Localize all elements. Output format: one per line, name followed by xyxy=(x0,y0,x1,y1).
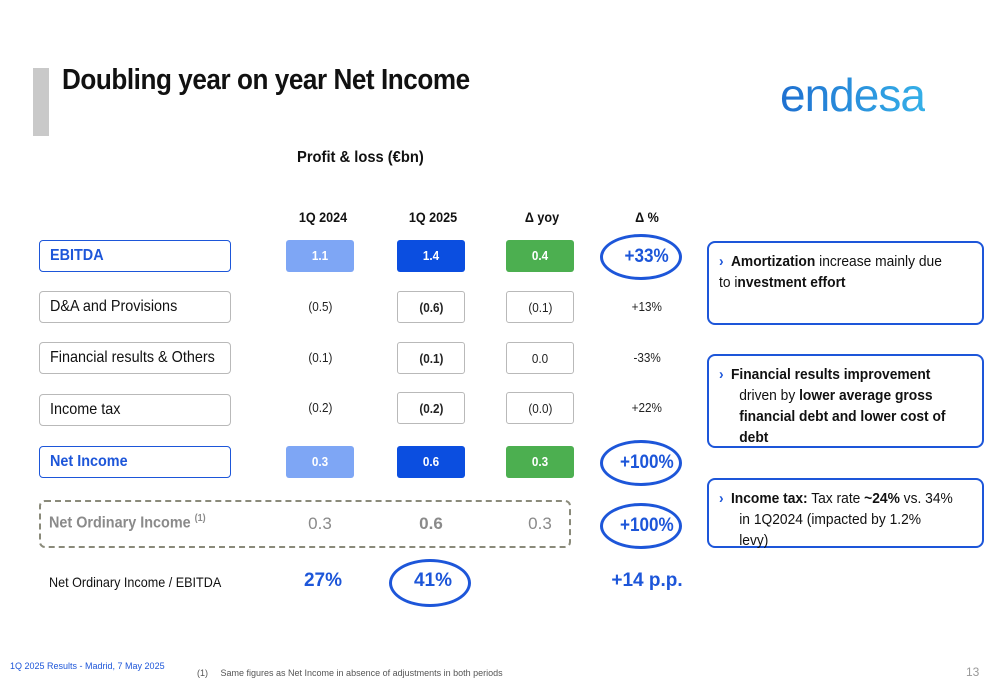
chevron-right-icon: › xyxy=(719,366,724,383)
highlight-ring xyxy=(389,559,471,607)
ratio-delta: +14 p.p. xyxy=(611,570,683,591)
cell-tax-1q2024: (0.2) xyxy=(307,400,333,415)
highlight-ring xyxy=(600,503,682,549)
cell-ni-1q2025: 0.6 xyxy=(397,446,465,478)
ratio-label: Net Ordinary Income / EBITDA xyxy=(49,574,222,590)
cell-fin-1q2025: (0.1) xyxy=(397,342,465,374)
col-header-1q2025: 1Q 2025 xyxy=(408,209,458,225)
row-label-da-provisions: D&A and Provisions xyxy=(39,291,231,323)
endesa-logo: endesa xyxy=(780,69,926,121)
cell-da-yoy: (0.1) xyxy=(506,291,574,323)
cell-noi-yoy: 0.3 xyxy=(528,514,552,533)
cell-ni-1q2024: 0.3 xyxy=(286,446,354,478)
pl-table-title: Profit & loss (€bn) xyxy=(297,149,424,166)
cell-ni-pct: +100% xyxy=(620,452,674,473)
page-number: 13 xyxy=(966,665,980,679)
cell-da-1q2024: (0.5) xyxy=(307,299,333,314)
cell-da-pct: +13% xyxy=(631,299,663,314)
row-label-net-income: Net Income xyxy=(39,446,231,478)
page-title: Doubling year on year Net Income xyxy=(62,64,470,96)
title-accent-bar xyxy=(33,68,49,136)
cell-ebitda-yoy: 0.4 xyxy=(506,240,574,272)
cell-tax-pct: +22% xyxy=(631,400,663,415)
cell-tax-1q2025: (0.2) xyxy=(397,392,465,424)
cell-fin-1q2024: (0.1) xyxy=(307,350,333,365)
row-label-financial-results: Financial results & Others xyxy=(39,342,231,374)
highlight-ring xyxy=(600,440,682,486)
note-amortization: › Amortization increase mainly due to inv… xyxy=(707,241,984,325)
cell-tax-yoy: (0.0) xyxy=(506,392,574,424)
ratio-1q2024: 27% xyxy=(303,570,343,591)
ratio-1q2025: 41% xyxy=(413,570,453,591)
footer-event: 1Q 2025 Results - Madrid, 7 May 2025 xyxy=(10,661,165,671)
cell-noi-1q2025: 0.6 xyxy=(419,514,443,533)
cell-fin-pct: -33% xyxy=(633,350,661,365)
footnote: (1) Same figures as Net Income in absenc… xyxy=(197,668,503,678)
cell-fin-yoy: 0.0 xyxy=(506,342,574,374)
note-financial-results: › Financial results improvement driven by… xyxy=(707,354,984,448)
row-label-ebitda: EBITDA xyxy=(39,240,231,272)
ordinary-income-frame xyxy=(39,500,571,548)
col-header-1q2024: 1Q 2024 xyxy=(298,209,348,225)
cell-ebitda-1q2025: 1.4 xyxy=(397,240,465,272)
cell-da-1q2025: (0.6) xyxy=(397,291,465,323)
cell-ni-yoy: 0.3 xyxy=(506,446,574,478)
col-header-delta-pct: Δ % xyxy=(635,209,659,225)
chevron-right-icon: › xyxy=(719,253,724,270)
note-income-tax: › Income tax: Tax rate ~24% vs. 34% in 1Q… xyxy=(707,478,984,549)
cell-ebitda-1q2024: 1.1 xyxy=(286,240,354,272)
chevron-right-icon: › xyxy=(719,490,724,507)
cell-ebitda-pct: +33% xyxy=(624,246,670,267)
col-header-delta-yoy: Δ yoy xyxy=(524,209,560,225)
highlight-ring xyxy=(600,234,682,280)
cell-noi-1q2024: 0.3 xyxy=(308,514,332,533)
cell-noi-pct: +100% xyxy=(620,515,674,536)
row-label-income-tax: Income tax xyxy=(39,394,231,426)
row-label-net-ordinary-income: Net Ordinary Income (1) xyxy=(49,513,206,532)
